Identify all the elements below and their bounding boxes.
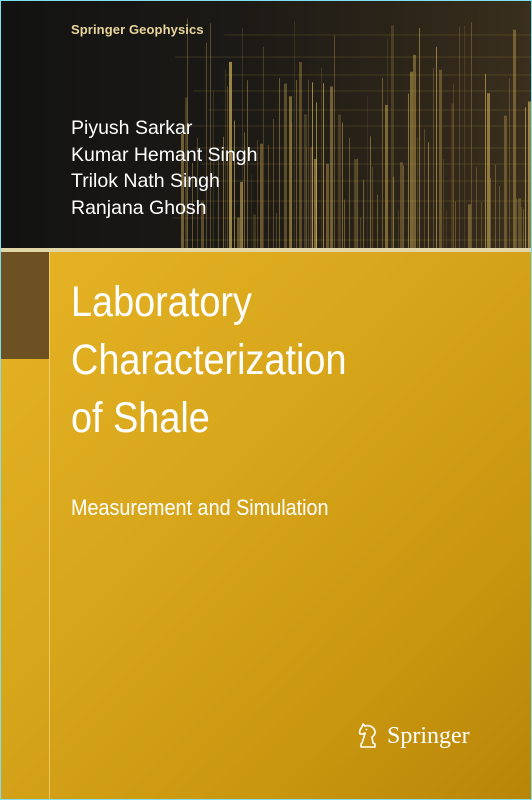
title-line: of Shale xyxy=(71,394,210,442)
seismic-pattern-art xyxy=(172,18,531,248)
author-name: Ranjana Ghosh xyxy=(71,196,207,219)
author-name: Kumar Hemant Singh xyxy=(71,143,258,166)
book-subtitle: Measurement and Simulation xyxy=(71,495,329,520)
author-name: Trilok Nath Singh xyxy=(71,170,220,192)
side-accent-line xyxy=(49,252,50,799)
knight-chess-piece-icon xyxy=(358,723,376,748)
series-name: Springer Geophysics xyxy=(71,22,204,37)
cover-header-band xyxy=(1,1,531,248)
title-line: Characterization xyxy=(71,336,347,384)
book-title: Laboratory Characterization of Shale xyxy=(71,273,521,447)
title-line: Laboratory xyxy=(71,278,252,326)
side-accent-block xyxy=(1,252,49,359)
author-name: Piyush Sarkar xyxy=(71,117,193,139)
publisher-name: Springer xyxy=(387,722,470,749)
publisher-logo: Springer xyxy=(353,721,470,751)
header-divider xyxy=(1,248,531,252)
title-panel xyxy=(1,252,531,799)
author-list: Piyush Sarkar Kumar Hemant Singh Trilok … xyxy=(71,115,257,221)
